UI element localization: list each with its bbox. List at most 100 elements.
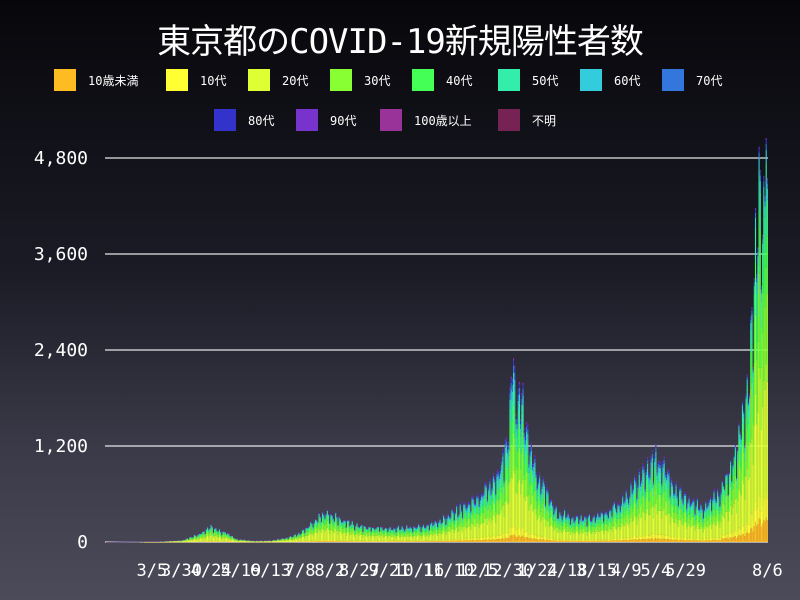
bar-segment [425,531,427,534]
bar-segment [326,520,328,528]
bar-segment [567,530,569,540]
bar-segment [207,535,209,541]
bar-segment [344,524,346,528]
bar-segment [594,523,596,527]
bar-segment [336,525,338,531]
bar-segment [444,523,446,528]
bar-segment [542,539,544,542]
bar-segment [324,540,326,542]
bar-segment [375,541,377,542]
bar-segment [478,527,480,539]
bar-segment [448,539,451,541]
legend-label: 60代 [614,73,641,88]
bar-segment [207,528,209,530]
bar-segment [533,463,535,467]
bar-segment [548,540,550,542]
bar-segment [458,513,460,515]
bar-segment [431,540,433,542]
bar-segment [374,531,376,534]
bar-segment [446,518,448,521]
bar-segment [263,541,266,542]
bar-segment [582,519,585,521]
bar-segment [517,410,519,429]
bar-segment [418,530,420,535]
bar-segment [293,537,295,539]
bar-segment [416,528,419,531]
bar-segment [415,528,417,530]
bar-segment [491,520,493,537]
bar-segment [193,536,196,538]
bar-segment [572,518,574,520]
bar-segment [378,531,381,533]
bar-segment [396,530,398,533]
bar-segment [413,535,415,541]
bar-segment [492,501,494,516]
bar-segment [387,532,389,534]
bar-segment [540,492,542,495]
bar-segment [545,538,547,541]
legend-item: 10歳未満 [54,69,138,91]
bar-segment [406,528,408,532]
bar-segment [593,539,595,541]
bar-segment [396,527,398,529]
legend-swatch [380,109,402,131]
bar-segment [428,536,430,541]
bar-segment [343,527,345,533]
bar-segment [546,520,548,538]
bar-segment [564,509,566,511]
bar-segment [390,532,392,535]
bar-segment [488,500,490,510]
bar-segment [432,529,434,532]
bar-segment [467,504,470,508]
bar-segment [323,519,325,524]
bar-segment [335,539,337,542]
bar-segment [383,531,385,534]
bar-segment [400,530,402,533]
bar-segment [523,474,525,498]
bar-segment [503,478,505,479]
bar-segment [456,513,458,520]
bar-segment [443,514,445,516]
bar-segment [446,540,448,542]
bar-segment [543,497,545,507]
bar-segment [443,540,445,542]
bar-segment [409,532,411,536]
bar-segment [565,539,567,541]
bar-segment [405,541,407,542]
bar-segment [588,517,591,521]
bar-segment [444,520,446,524]
bar-segment [377,527,379,528]
bar-segment [415,533,417,537]
bar-segment [458,515,460,518]
bar-segment [471,507,473,515]
bar-segment [535,471,537,473]
bar-segment [470,540,472,542]
bar-segment [553,539,555,541]
bar-segment [320,525,322,529]
bar-segment [509,481,511,529]
bar-segment [191,538,193,540]
bar-segment [421,527,423,529]
bar-segment [490,492,492,494]
bar-segment [471,537,473,541]
legend-swatch [412,69,434,91]
bar-segment [236,540,238,542]
bar-segment [529,472,531,487]
bar-segment [577,515,579,517]
bar-segment [375,532,377,536]
bar-segment [221,538,223,542]
bar-segment [537,517,540,537]
bar-segment [371,535,373,541]
bar-segment [529,451,531,456]
bar-segment [402,529,404,532]
bar-segment [593,518,595,522]
bar-segment [438,524,440,527]
bar-segment [342,525,344,529]
bar-segment [507,470,509,486]
bar-segment [414,540,416,542]
bar-segment [459,503,461,506]
bar-segment [471,540,473,542]
bar-segment [527,455,529,473]
bar-segment [521,453,523,484]
bar-segment [507,449,509,454]
